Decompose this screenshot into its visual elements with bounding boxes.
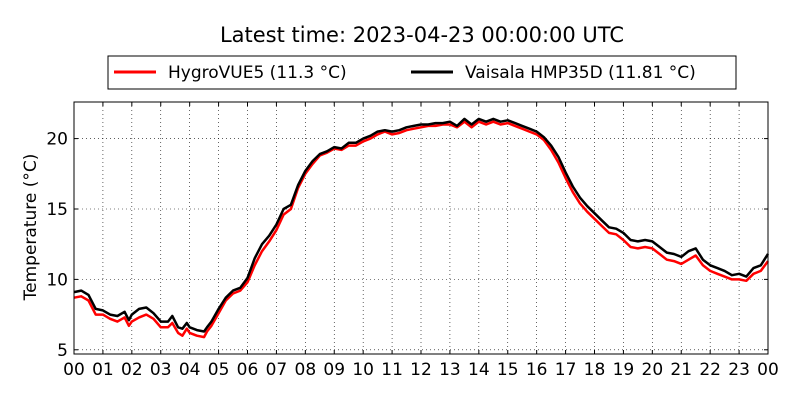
x-tick-label: 19 — [613, 360, 635, 380]
x-tick-label: 01 — [92, 360, 114, 380]
x-tick-label: 10 — [352, 360, 374, 380]
y-tick-label: 15 — [46, 200, 68, 220]
x-tick-label: 15 — [497, 360, 519, 380]
y-tick-label: 5 — [57, 341, 68, 361]
x-tick-label: 13 — [439, 360, 461, 380]
x-tick-label: 14 — [468, 360, 490, 380]
x-tick-label: 06 — [237, 360, 259, 380]
x-tick-label: 03 — [150, 360, 172, 380]
legend-label-hygrovue: HygroVUE5 (11.3 °C) — [168, 63, 347, 83]
y-tick-label: 20 — [46, 130, 68, 150]
x-tick-label: 22 — [699, 360, 721, 380]
x-tick-label: 05 — [208, 360, 230, 380]
x-tick-label: 08 — [295, 360, 317, 380]
chart-title: Latest time: 2023-04-23 00:00:00 UTC — [220, 23, 624, 47]
x-tick-label: 11 — [381, 360, 403, 380]
plot-frame — [73, 101, 769, 355]
x-tick-label: 20 — [642, 360, 664, 380]
y-tick-label: 10 — [46, 270, 68, 290]
x-tick-label: 23 — [728, 360, 750, 380]
legend-label-vaisala: Vaisala HMP35D (11.81 °C) — [465, 63, 696, 83]
x-tick-label: 07 — [266, 360, 288, 380]
x-tick-label: 21 — [670, 360, 692, 380]
x-tick-label: 04 — [179, 360, 201, 380]
x-tick-label: 00 — [757, 360, 779, 380]
x-tick-label: 16 — [526, 360, 548, 380]
x-tick-label: 02 — [121, 360, 143, 380]
x-tick-label: 18 — [584, 360, 606, 380]
series-line-hygrovue — [73, 120, 770, 339]
series-group — [73, 117, 770, 339]
x-tick-label: 12 — [410, 360, 432, 380]
x-tick-label: 00 — [63, 360, 85, 380]
series-line-vaisala — [73, 117, 770, 333]
legend: HygroVUE5 (11.3 °C) Vaisala HMP35D (11.8… — [107, 55, 737, 90]
x-tick-label: 17 — [555, 360, 577, 380]
grid — [74, 102, 768, 354]
ticks: 00 01 02 03 04 05 06 07 08 09 10 11 12 13 14 15 16 17 18 19… — [46, 102, 779, 380]
y-axis-label: Temperature (°C) — [21, 154, 41, 302]
x-tick-label: 09 — [323, 360, 345, 380]
